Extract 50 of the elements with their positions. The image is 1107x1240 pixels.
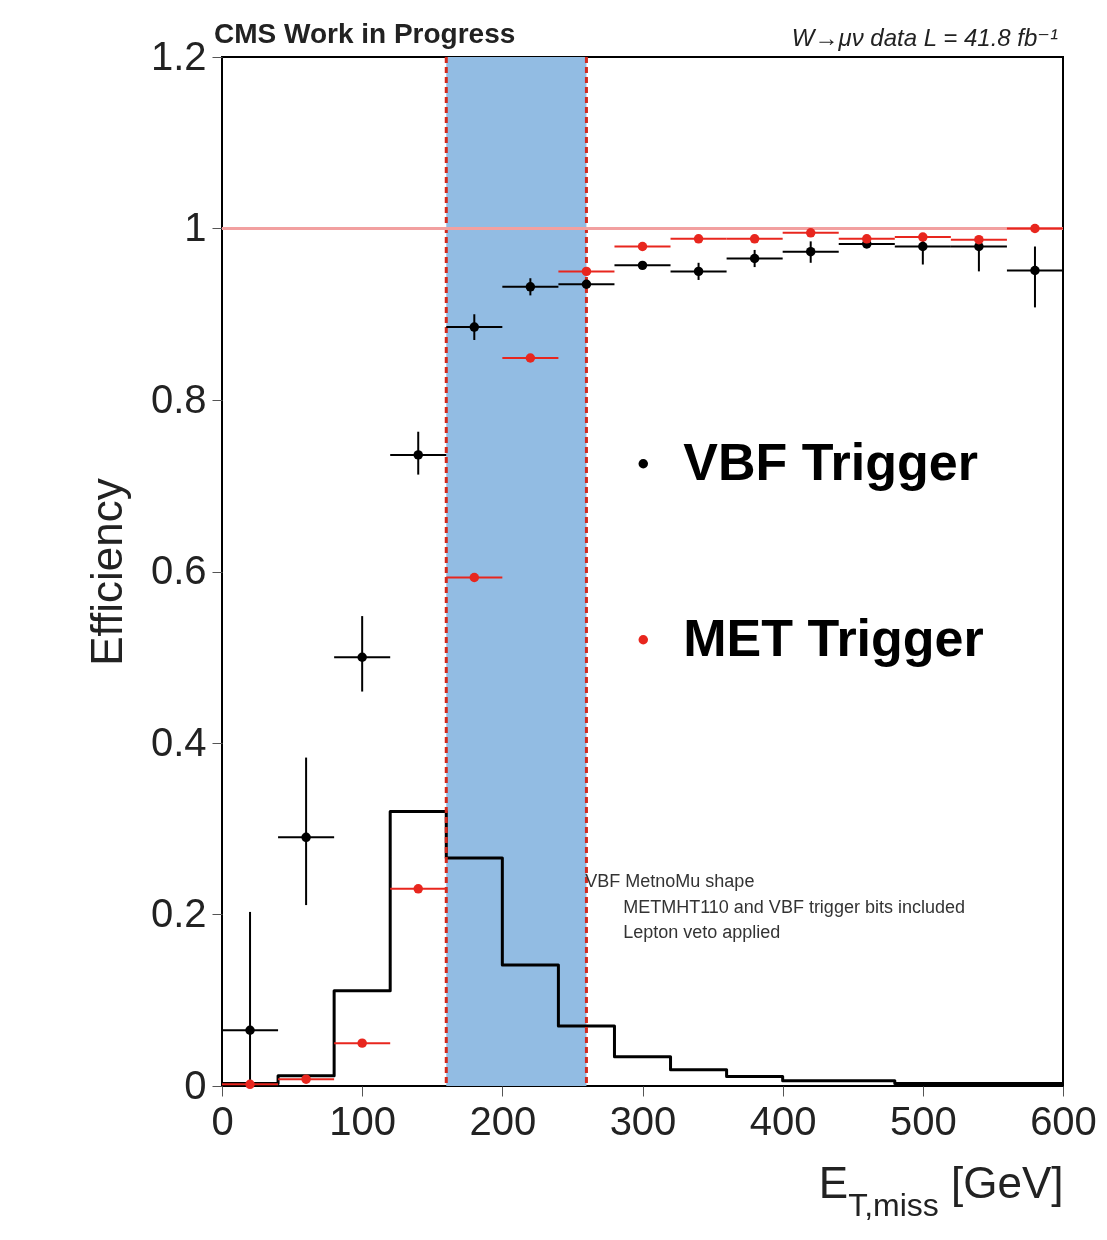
x-tick-label: 300 bbox=[609, 1098, 677, 1143]
point bbox=[974, 234, 984, 245]
x-tick-label: 100 bbox=[329, 1098, 397, 1143]
point bbox=[469, 322, 480, 332]
y-tick-label: 0.6 bbox=[150, 548, 207, 592]
point bbox=[749, 253, 760, 264]
point bbox=[301, 1074, 311, 1084]
y-tick-label: 0.4 bbox=[150, 719, 207, 764]
x-tick-label: 500 bbox=[889, 1098, 957, 1143]
point bbox=[357, 652, 367, 662]
point bbox=[525, 282, 536, 292]
chart-subtitle: W→μν data L = 41.8 fb⁻¹ bbox=[791, 24, 1058, 51]
point bbox=[581, 279, 592, 289]
x-tick-label: 400 bbox=[749, 1098, 817, 1143]
point bbox=[525, 353, 536, 363]
y-tick-label: 0.2 bbox=[150, 891, 207, 935]
point bbox=[637, 241, 648, 252]
chart-title: CMS Work in Progress bbox=[214, 18, 516, 49]
point bbox=[862, 234, 872, 244]
y-tick-label: 1.2 bbox=[150, 33, 207, 78]
y-tick-label: 0 bbox=[184, 1062, 207, 1107]
x-tick-label: 600 bbox=[1030, 1098, 1097, 1143]
point bbox=[805, 228, 816, 238]
point bbox=[749, 234, 760, 244]
y-tick-label: 1 bbox=[184, 205, 207, 249]
point bbox=[1030, 265, 1040, 276]
point bbox=[245, 1025, 255, 1035]
y-axis-title: Efficiency bbox=[81, 478, 131, 666]
point bbox=[469, 572, 480, 583]
x-axis-title: E$_{T,miss}$ [GeV] bbox=[818, 1157, 1064, 1223]
point bbox=[357, 1038, 367, 1048]
point bbox=[581, 266, 592, 277]
annotation: Lepton veto applied bbox=[623, 922, 781, 942]
point bbox=[245, 1079, 255, 1090]
point bbox=[693, 266, 704, 277]
point bbox=[413, 884, 423, 894]
point bbox=[918, 232, 928, 242]
point bbox=[918, 241, 928, 252]
annotation: METMHT110 and VBF trigger bits included bbox=[623, 896, 965, 917]
x-tick-label: 200 bbox=[469, 1098, 537, 1143]
legend-label: VBF Trigger bbox=[683, 432, 978, 491]
point bbox=[637, 260, 648, 271]
point bbox=[301, 832, 311, 843]
y-tick-label: 0.8 bbox=[150, 376, 207, 421]
point bbox=[693, 234, 704, 244]
annotation: VBF MetnoMu shape bbox=[585, 871, 755, 891]
point bbox=[805, 246, 816, 257]
point bbox=[413, 450, 423, 460]
point bbox=[1030, 223, 1040, 234]
legend-label: MET Trigger bbox=[683, 608, 984, 667]
